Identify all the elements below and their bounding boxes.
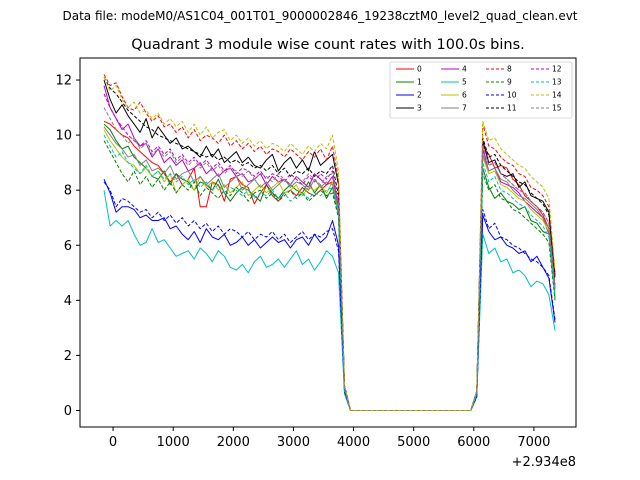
- legend-label-13: 13: [552, 78, 562, 87]
- y-tick-label: 10: [55, 129, 72, 144]
- chart-title: Quadrant 3 module wise count rates with …: [131, 37, 525, 53]
- x-tick-label: 6000: [457, 435, 490, 450]
- y-tick-label: 0: [64, 404, 72, 419]
- x-tick-label: 3000: [277, 435, 310, 450]
- series-line-2: [103, 178, 556, 411]
- series-line-3: [103, 79, 556, 411]
- y-tick-label: 2: [64, 349, 72, 364]
- x-axis-offset-label: +2.934e8: [512, 455, 576, 470]
- x-tick-label: 2000: [217, 435, 250, 450]
- legend-label-10: 10: [507, 91, 517, 100]
- x-tick-label: 7000: [517, 435, 550, 450]
- legend-label-9: 9: [507, 78, 512, 87]
- series-line-14: [103, 77, 556, 411]
- series-line-11: [103, 77, 556, 411]
- x-tick-label: 1000: [157, 435, 190, 450]
- series-layer: [103, 74, 556, 411]
- series-line-8: [103, 74, 556, 411]
- legend-label-1: 1: [417, 78, 422, 87]
- axes-frame: [79, 57, 577, 428]
- figure-suptitle: Data file: modeM0/AS1C04_001T01_90000028…: [62, 9, 577, 23]
- series-line-15: [103, 107, 556, 411]
- x-tick-label: 5000: [397, 435, 430, 450]
- series-line-5: [103, 190, 556, 411]
- y-tick-label: 6: [64, 239, 72, 254]
- legend-label-2: 2: [417, 91, 422, 100]
- plot-area: [79, 57, 577, 428]
- legend-label-5: 5: [462, 78, 467, 87]
- legend-label-0: 0: [417, 65, 422, 74]
- legend-label-6: 6: [462, 91, 467, 100]
- x-tick-label: 0: [109, 435, 117, 450]
- legend-label-4: 4: [462, 65, 467, 74]
- series-line-10: [103, 181, 556, 411]
- legend-frame: [389, 61, 573, 119]
- y-tick-label: 4: [64, 294, 72, 309]
- legend-label-11: 11: [507, 104, 517, 113]
- legend-label-8: 8: [507, 65, 512, 74]
- legend-label-14: 14: [552, 91, 562, 100]
- legend-label-3: 3: [417, 104, 422, 113]
- x-tick-label: 4000: [337, 435, 370, 450]
- legend-label-15: 15: [552, 104, 562, 113]
- y-tick-label: 12: [55, 74, 72, 89]
- series-line-6: [103, 129, 556, 411]
- series-line-13: [103, 134, 556, 411]
- x-axis: 0 1000 2000 3000 4000 5000 6000 7000: [109, 427, 550, 450]
- y-tick-label: 8: [64, 184, 72, 199]
- legend-label-7: 7: [462, 104, 467, 113]
- legend-label-12: 12: [552, 65, 562, 74]
- y-axis: 0 2 4 6 8 10 12: [55, 74, 80, 419]
